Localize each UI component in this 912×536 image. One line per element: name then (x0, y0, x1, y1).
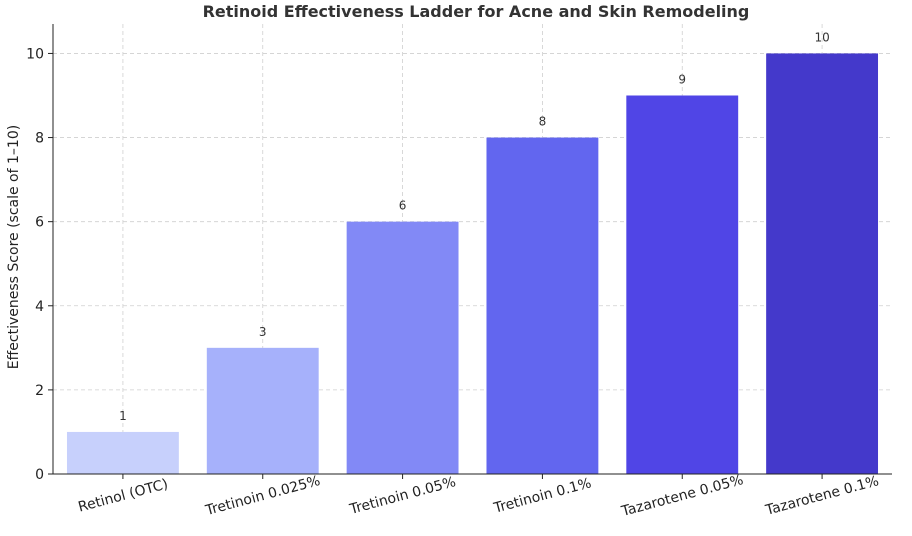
bar (66, 431, 179, 474)
bar-value-label: 1 (119, 409, 127, 423)
bar (346, 221, 459, 474)
y-tick-label: 8 (35, 131, 44, 147)
x-tick-label: Tretinoin 0.025% (203, 473, 322, 519)
bar (206, 347, 319, 474)
axes (48, 24, 892, 479)
bars (66, 53, 879, 475)
x-tick-label: Retinol (OTC) (77, 476, 170, 515)
y-tick-label: 2 (35, 383, 44, 399)
y-tick-label: 4 (35, 299, 44, 315)
x-tick-label: Tretinoin 0.1% (491, 475, 593, 517)
y-tick-label: 6 (35, 215, 44, 231)
bar-value-label: 3 (259, 325, 267, 339)
bar-value-label: 9 (678, 72, 686, 86)
chart-title: Retinoid Effectiveness Ladder for Acne a… (203, 2, 750, 21)
x-tick-label: Tazarotene 0.05% (619, 472, 745, 520)
bar (766, 53, 879, 475)
bar (486, 137, 599, 475)
y-axis-title: Effectiveness Score (scale of 1–10) (6, 125, 22, 369)
x-tick-label: Tretinoin 0.05% (347, 474, 457, 518)
bar (626, 95, 739, 474)
bar-value-label: 8 (539, 115, 547, 129)
bar-value-label: 10 (814, 30, 829, 44)
y-tick-label: 0 (35, 467, 44, 483)
y-tick-label: 10 (26, 46, 44, 62)
bar-value-label: 6 (399, 199, 407, 213)
x-tick-label: Tazarotene 0.1% (763, 473, 881, 519)
